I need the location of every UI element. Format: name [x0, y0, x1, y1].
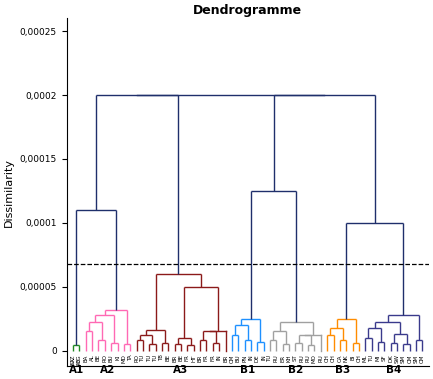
Y-axis label: Dissimilarity: Dissimilarity [4, 158, 14, 227]
Text: TU: TU [153, 354, 158, 362]
Text: A3: A3 [174, 365, 189, 374]
Text: BR: BR [172, 354, 177, 362]
Text: MI: MI [375, 354, 381, 361]
Text: IN: IN [216, 354, 222, 360]
Text: CH: CH [331, 354, 336, 362]
Text: B3: B3 [336, 365, 351, 374]
Text: SM: SM [401, 354, 406, 363]
Text: B2: B2 [288, 365, 303, 374]
Text: RU: RU [306, 354, 310, 362]
Text: RU: RU [299, 354, 304, 362]
Text: TU: TU [369, 354, 374, 362]
Text: PN: PN [242, 354, 247, 362]
Text: CM: CM [420, 354, 425, 363]
Text: MD: MD [121, 354, 126, 363]
Text: ML: ML [363, 354, 368, 362]
Text: ST: ST [293, 354, 298, 361]
Text: RO: RO [134, 354, 139, 362]
Text: RU: RU [274, 354, 279, 362]
Text: BI: BI [350, 354, 355, 360]
Title: Dendrogramme: Dendrogramme [193, 4, 302, 17]
Text: IN: IN [261, 354, 266, 360]
Text: SW: SW [394, 354, 400, 363]
Text: TB: TB [159, 354, 165, 361]
Text: CH: CH [356, 354, 362, 362]
Text: SM: SM [414, 354, 419, 363]
Text: ER: ER [280, 354, 285, 362]
Text: NK: NK [344, 354, 349, 362]
Text: FR: FR [204, 354, 209, 361]
Text: AL: AL [90, 354, 94, 361]
Text: BA: BA [83, 354, 88, 362]
Text: HT: HT [191, 354, 196, 362]
Text: RU: RU [318, 354, 323, 362]
Text: EG: EG [77, 354, 82, 362]
Text: FR: FR [185, 354, 190, 361]
Text: KH: KH [287, 354, 291, 362]
Text: TU: TU [268, 354, 272, 362]
Text: CM: CM [229, 354, 234, 363]
Text: RO: RO [102, 354, 107, 362]
Text: CH: CH [325, 354, 330, 362]
Text: TU: TU [147, 354, 152, 362]
Text: BE: BE [178, 354, 184, 362]
Text: BU: BU [109, 354, 114, 362]
Text: IN: IN [249, 354, 253, 360]
Text: A1: A1 [68, 365, 84, 374]
Text: BU: BU [236, 354, 241, 362]
Text: FR: FR [210, 354, 215, 361]
Text: DK: DK [388, 354, 393, 362]
Text: BE: BE [166, 354, 171, 362]
Text: TU: TU [140, 354, 145, 362]
Text: CA: CA [337, 354, 343, 362]
Text: B4: B4 [386, 365, 401, 374]
Text: SF: SF [382, 354, 387, 361]
Text: AZ: AZ [71, 354, 75, 362]
Text: TA: TA [128, 354, 133, 361]
Text: BO: BO [71, 358, 75, 366]
Text: B1: B1 [240, 365, 255, 374]
Text: A2: A2 [100, 365, 116, 374]
Text: CM: CM [407, 354, 412, 363]
Text: RO: RO [77, 358, 82, 366]
Text: BE: BE [96, 354, 101, 362]
Text: BR: BR [197, 354, 203, 362]
Text: KI: KI [115, 354, 120, 360]
Text: DE: DE [255, 354, 260, 362]
Text: BR: BR [223, 354, 228, 362]
Text: MO: MO [312, 354, 317, 363]
